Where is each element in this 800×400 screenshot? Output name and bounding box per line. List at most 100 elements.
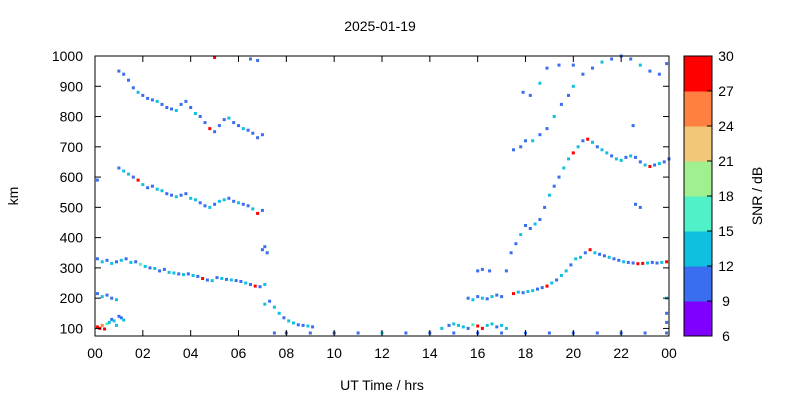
data-point — [225, 277, 228, 281]
data-point — [110, 261, 114, 265]
y-tick-label: 900 — [60, 78, 84, 94]
data-point — [588, 248, 592, 252]
data-point — [476, 295, 480, 299]
data-point — [241, 202, 245, 206]
data-point — [232, 199, 236, 203]
data-point — [521, 291, 525, 295]
colorbar-tick-label: 12 — [718, 258, 734, 274]
data-point — [466, 326, 470, 330]
colorbar-tick-label: 30 — [718, 48, 734, 64]
data-point — [519, 233, 523, 237]
data-point — [95, 178, 99, 182]
data-point — [636, 262, 640, 266]
data-point — [232, 121, 236, 125]
data-point — [485, 323, 489, 327]
data-point — [452, 331, 456, 335]
data-point — [595, 331, 599, 335]
data-point — [213, 202, 217, 206]
data-point — [213, 130, 217, 134]
data-point — [95, 292, 99, 296]
data-point — [602, 254, 606, 258]
data-point — [146, 186, 150, 190]
x-axis-label: UT Time / hrs — [340, 377, 424, 393]
data-point — [160, 189, 164, 193]
data-point — [531, 289, 535, 293]
data-point — [124, 257, 128, 261]
colorbar-tick-label: 15 — [718, 223, 734, 239]
data-point — [665, 62, 669, 66]
data-point — [471, 298, 475, 302]
data-point — [198, 201, 202, 205]
data-point — [665, 320, 669, 324]
x-tick-label: 04 — [183, 345, 199, 361]
data-point — [110, 317, 114, 321]
data-point — [626, 260, 630, 264]
data-point — [105, 258, 109, 262]
data-point — [110, 296, 114, 300]
data-point — [638, 205, 642, 209]
data-point — [136, 178, 140, 182]
x-tick-label: 22 — [613, 345, 629, 361]
data-point — [136, 90, 140, 94]
data-point — [150, 184, 154, 188]
data-point — [466, 296, 470, 300]
data-point — [251, 131, 255, 135]
data-point — [260, 133, 264, 137]
data-point — [100, 260, 104, 264]
data-point — [179, 102, 183, 106]
data-point — [559, 274, 563, 277]
data-point — [263, 302, 267, 306]
data-point — [500, 331, 504, 335]
x-tick-label: 00 — [87, 345, 103, 361]
y-tick-label: 800 — [60, 109, 84, 125]
data-point — [201, 277, 205, 280]
data-point — [263, 245, 267, 249]
data-point — [260, 248, 264, 252]
data-point — [512, 148, 515, 152]
data-point — [480, 267, 484, 271]
data-point — [237, 124, 240, 128]
data-point — [591, 66, 594, 70]
data-point — [538, 218, 542, 221]
x-tick-label: 06 — [231, 345, 247, 361]
data-point — [239, 280, 243, 283]
data-point — [567, 157, 570, 161]
data-point — [311, 325, 315, 329]
data-point — [495, 325, 499, 329]
data-point — [547, 331, 551, 335]
data-point — [600, 60, 604, 64]
data-point — [500, 295, 504, 299]
data-point — [598, 252, 602, 256]
data-point — [268, 299, 272, 303]
data-point — [203, 121, 207, 125]
data-point — [545, 284, 549, 288]
data-point — [129, 260, 133, 264]
y-tick-label: 200 — [60, 290, 84, 306]
data-point — [150, 98, 154, 102]
data-point — [547, 193, 551, 197]
data-point — [545, 127, 549, 131]
data-point — [514, 242, 518, 246]
data-point — [241, 127, 245, 131]
data-point — [117, 314, 121, 318]
data-point — [95, 325, 99, 329]
colorbar-tick-label: 18 — [718, 188, 734, 204]
data-point — [162, 267, 166, 271]
data-point — [480, 296, 484, 300]
data-point — [662, 160, 666, 164]
data-point — [512, 292, 515, 296]
data-point — [490, 295, 494, 299]
data-point — [650, 260, 654, 264]
colorbar-segment — [684, 91, 712, 127]
data-point — [610, 57, 614, 61]
data-point — [538, 81, 542, 85]
data-point — [122, 318, 126, 322]
colorbar-tick-label: 24 — [718, 118, 734, 134]
colorbar-segment — [684, 56, 712, 92]
data-point — [246, 204, 250, 208]
data-points — [95, 54, 671, 335]
data-point — [215, 276, 219, 280]
data-point — [170, 193, 173, 197]
data-point — [146, 96, 150, 100]
data-point — [550, 281, 554, 285]
